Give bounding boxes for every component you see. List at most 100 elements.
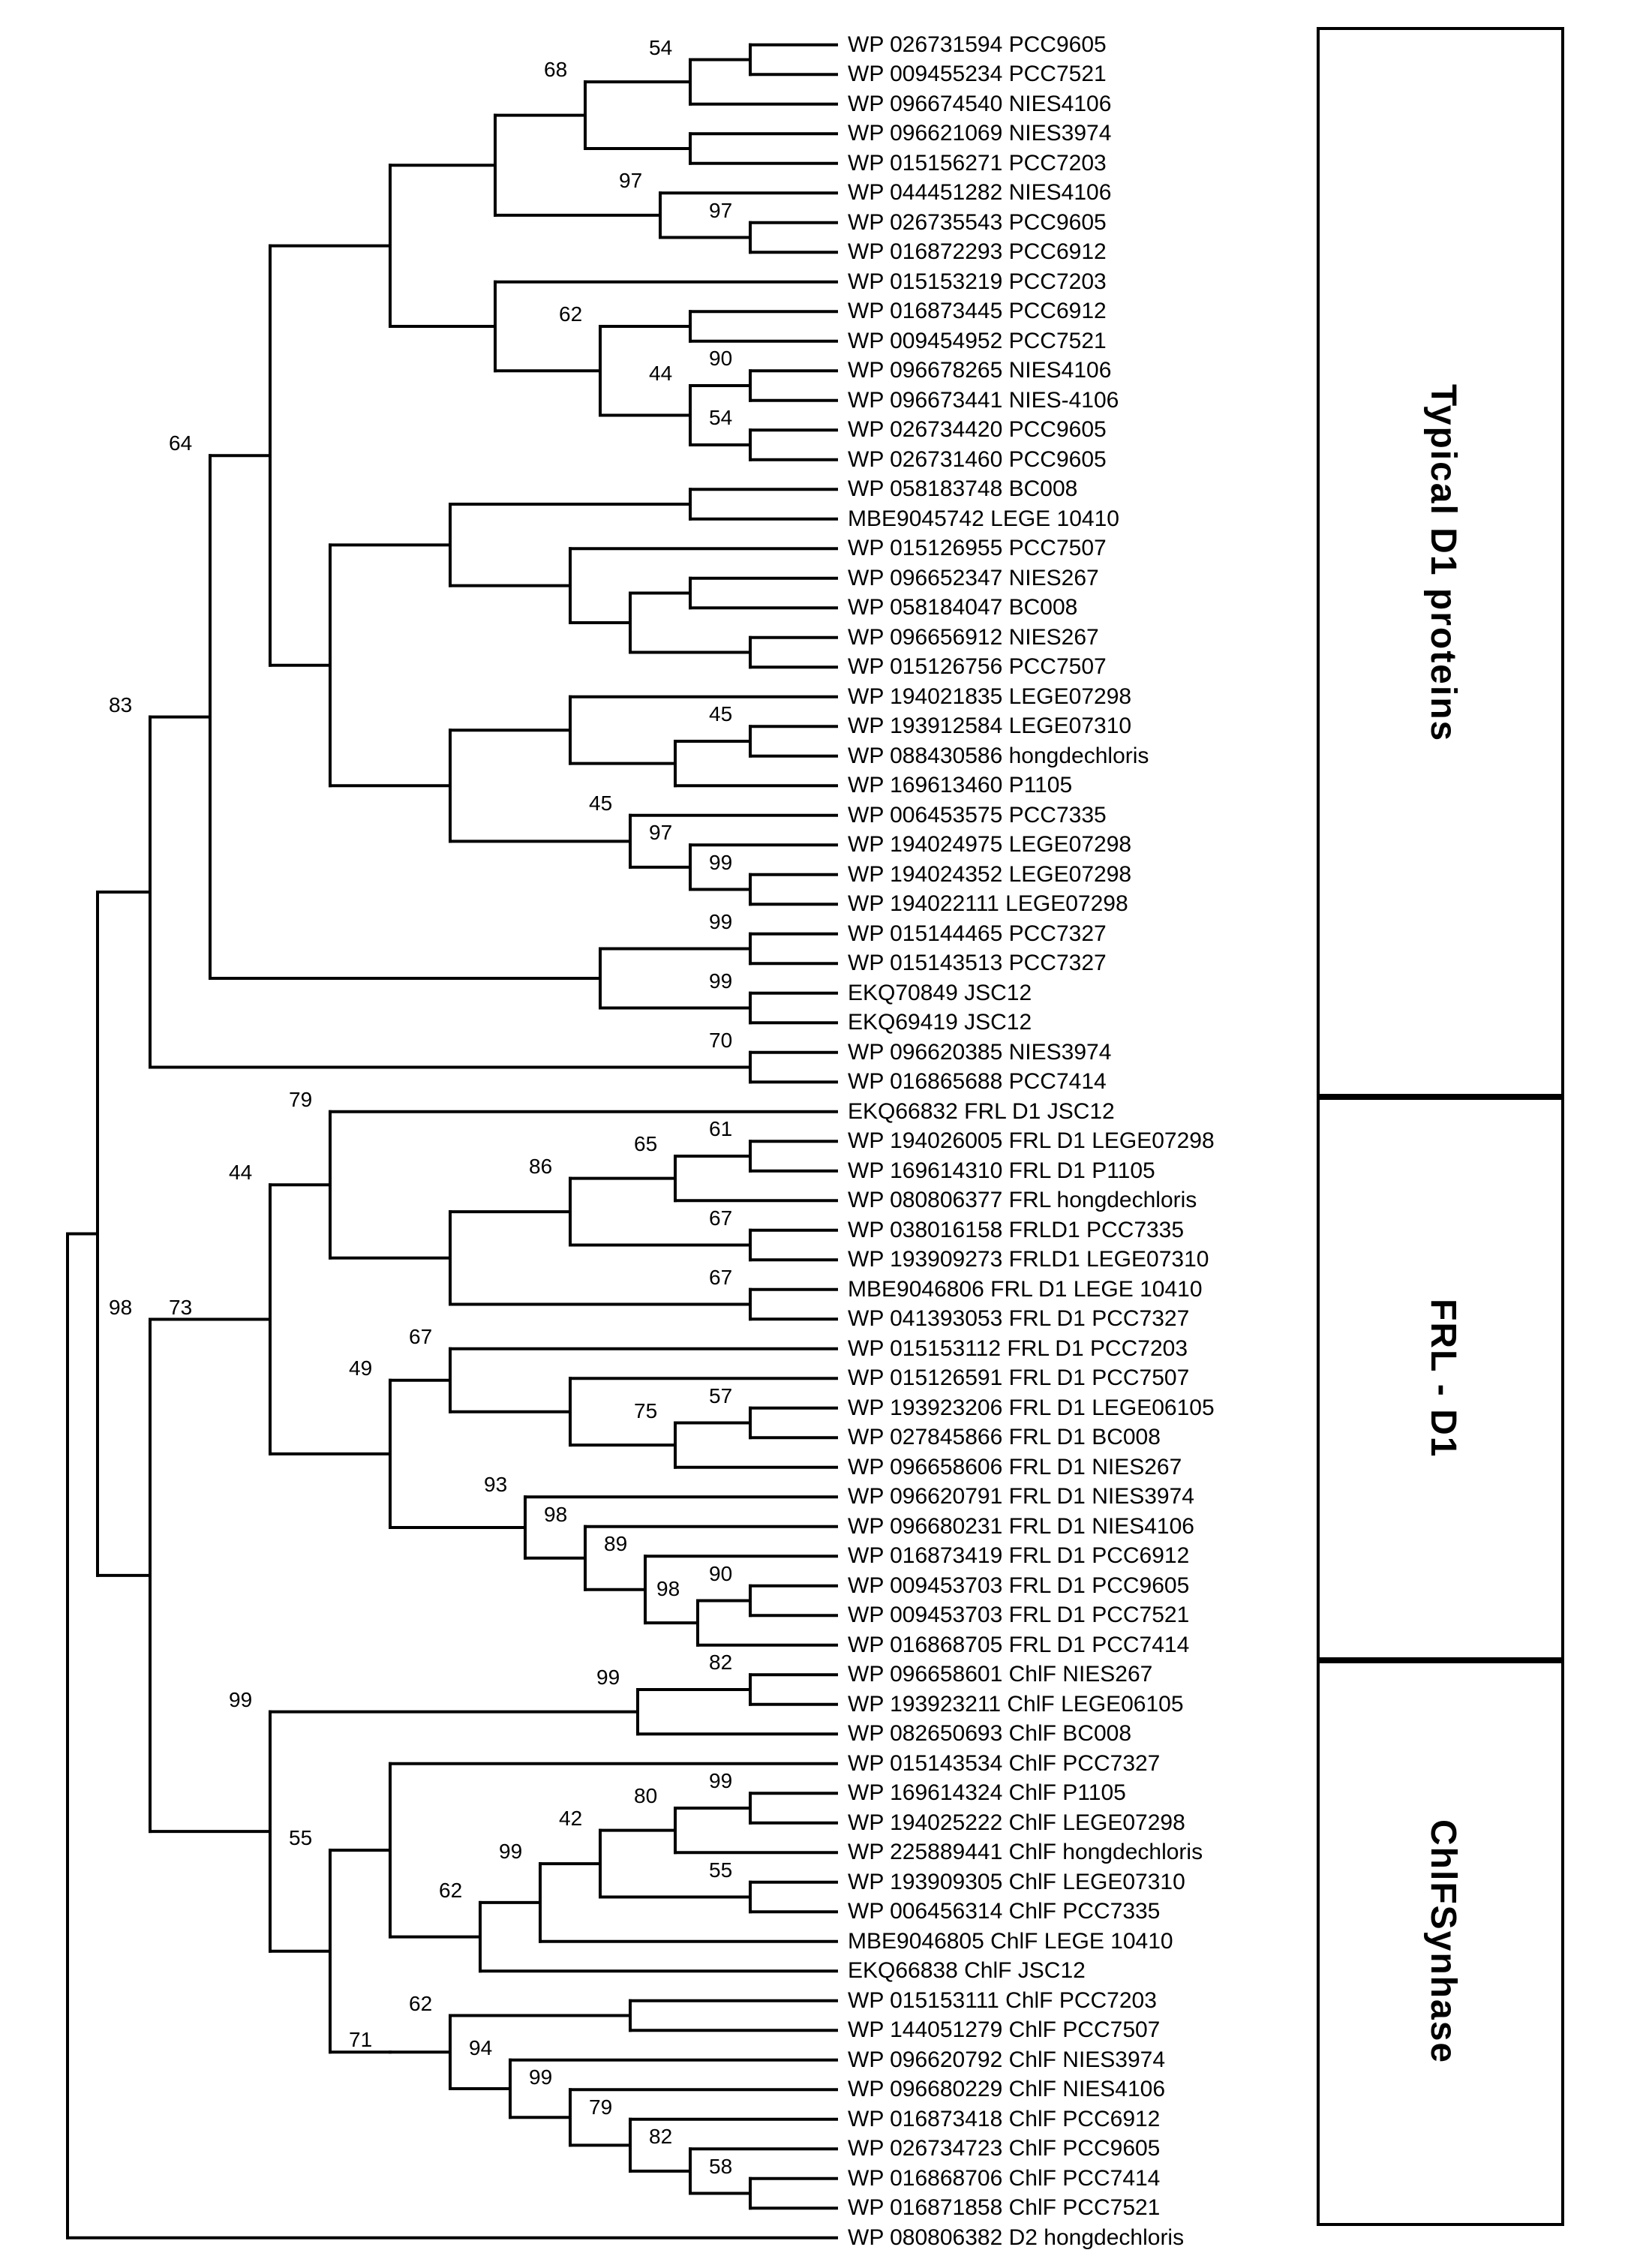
bootstrap-value: 54	[709, 407, 732, 428]
leaf-label: WP 194025222 ChlF LEGE07298	[848, 1812, 1185, 1834]
leaf-label: WP 026731460 PCC9605	[848, 449, 1107, 471]
leaf-label: WP 006456314 ChlF PCC7335	[848, 1900, 1160, 1923]
bootstrap-value: 45	[709, 704, 732, 725]
group-label: Typical D1 proteins	[1422, 42, 1464, 1085]
leaf-label: WP 015126756 PCC7507	[848, 656, 1107, 678]
leaf-label: WP 026735543 PCC9605	[848, 212, 1107, 234]
bootstrap-value: 42	[559, 1808, 582, 1829]
leaf-label: WP 096652347 NIES267	[848, 567, 1099, 590]
leaf-label: WP 015144465 PCC7327	[848, 923, 1107, 945]
leaf-label: WP 015143513 PCC7327	[848, 952, 1107, 975]
leaf-label: WP 096674540 NIES4106	[848, 93, 1111, 116]
bootstrap-value: 61	[709, 1119, 732, 1140]
bootstrap-value: 67	[709, 1208, 732, 1229]
leaf-label: WP 193909305 ChlF LEGE07310	[848, 1871, 1185, 1894]
leaf-label: WP 038016158 FRLD1 PCC7335	[848, 1219, 1184, 1242]
leaf-label: WP 096620385 NIES3974	[848, 1041, 1111, 1064]
leaf-label: MBE9046806 FRL D1 LEGE 10410	[848, 1278, 1203, 1301]
leaf-label: WP 009453703 FRL D1 PCC7521	[848, 1604, 1189, 1627]
bootstrap-value: 67	[709, 1267, 732, 1288]
leaf-label: WP 194024975 LEGE07298	[848, 834, 1131, 856]
leaf-label: WP 096621069 NIES3974	[848, 122, 1111, 145]
bootstrap-value: 55	[709, 1860, 732, 1881]
bootstrap-value: 99	[709, 971, 732, 992]
leaf-label: WP 193909273 FRLD1 LEGE07310	[848, 1248, 1209, 1271]
bootstrap-value: 97	[709, 200, 732, 221]
leaf-label: WP 009453703 FRL D1 PCC9605	[848, 1575, 1189, 1597]
leaf-label: WP 082650693 ChlF BC008	[848, 1723, 1131, 1745]
bootstrap-value: 82	[649, 2126, 672, 2147]
bootstrap-value: 80	[634, 1786, 657, 1807]
leaf-label: EKQ69419 JSC12	[848, 1011, 1032, 1034]
bootstrap-value: 98	[656, 1579, 680, 1600]
leaf-label: WP 194021835 LEGE07298	[848, 686, 1131, 708]
bootstrap-value: 98	[544, 1504, 567, 1525]
bootstrap-value: 89	[604, 1534, 627, 1555]
leaf-label: WP 015153111 ChlF PCC7203	[848, 1990, 1157, 2012]
bootstrap-value: 79	[289, 1089, 312, 1110]
bootstrap-value: 62	[409, 1993, 432, 2014]
labels-layer: WP 026731594 PCC9605WP 009455234 PCC7521…	[0, 0, 1649, 2268]
bootstrap-value: 68	[544, 59, 567, 80]
leaf-label: WP 044451282 NIES4106	[848, 182, 1111, 204]
bootstrap-value: 94	[469, 2038, 492, 2059]
leaf-label: WP 096658601 ChlF NIES267	[848, 1663, 1152, 1686]
leaf-label: WP 016865688 PCC7414	[848, 1071, 1107, 1093]
leaf-label: WP 096620791 FRL D1 NIES3974	[848, 1485, 1194, 1508]
bootstrap-value: 99	[229, 1690, 252, 1711]
leaf-label: WP 193923211 ChlF LEGE06105	[848, 1693, 1184, 1716]
bootstrap-value: 99	[709, 852, 732, 873]
bootstrap-value: 70	[709, 1030, 732, 1051]
leaf-label: WP 016872293 PCC6912	[848, 241, 1107, 263]
leaf-label: WP 096673441 NIES-4106	[848, 389, 1119, 412]
leaf-label: WP 169614310 FRL D1 P1105	[848, 1160, 1155, 1182]
leaf-label: MBE9046805 ChlF LEGE 10410	[848, 1930, 1173, 1953]
leaf-label: WP 080806377 FRL hongdechloris	[848, 1189, 1197, 1212]
bootstrap-value: 45	[589, 793, 612, 814]
leaf-label: WP 194024352 LEGE07298	[848, 864, 1131, 886]
bootstrap-value: 86	[529, 1156, 552, 1177]
leaf-label: WP 193923206 FRL D1 LEGE06105	[848, 1397, 1215, 1419]
bootstrap-value: 90	[709, 348, 732, 369]
leaf-label: WP 096658606 FRL D1 NIES267	[848, 1456, 1182, 1479]
leaf-label: WP 193912584 LEGE07310	[848, 715, 1131, 737]
leaf-label: WP 015126955 PCC7507	[848, 537, 1107, 560]
bootstrap-value: 98	[109, 1297, 132, 1318]
leaf-label: EKQ66832 FRL D1 JSC12	[848, 1101, 1115, 1123]
bootstrap-value: 54	[649, 38, 672, 59]
leaf-label: WP 015153219 PCC7203	[848, 271, 1107, 293]
bootstrap-value: 83	[109, 695, 132, 716]
bootstrap-value: 93	[484, 1474, 507, 1495]
bootstrap-value: 44	[229, 1162, 252, 1183]
group-label: ChlFSynhase	[1422, 1672, 1464, 2212]
bootstrap-value: 82	[709, 1652, 732, 1673]
leaf-label: WP 015126591 FRL D1 PCC7507	[848, 1367, 1189, 1389]
leaf-label: WP 016873445 PCC6912	[848, 300, 1107, 323]
leaf-label: WP 169614324 ChlF P1105	[848, 1782, 1126, 1804]
bootstrap-value: 99	[709, 912, 732, 933]
bootstrap-value: 55	[289, 1828, 312, 1849]
leaf-label: WP 058184047 BC008	[848, 596, 1077, 619]
leaf-label: WP 080806382 D2 hongdechloris	[848, 2227, 1184, 2249]
phylogenetic-tree-figure: WP 026731594 PCC9605WP 009455234 PCC7521…	[0, 0, 1649, 2268]
bootstrap-value: 99	[596, 1667, 620, 1688]
leaf-label: WP 016868705 FRL D1 PCC7414	[848, 1634, 1189, 1657]
bootstrap-value: 99	[529, 2067, 552, 2088]
leaf-label: EKQ70849 JSC12	[848, 982, 1032, 1005]
bootstrap-value: 97	[619, 170, 642, 191]
leaf-label: EKQ66838 ChlF JSC12	[848, 1960, 1086, 1982]
leaf-label: WP 015143534 ChlF PCC7327	[848, 1753, 1160, 1775]
group-label: FRL - D1	[1422, 1109, 1464, 1648]
bootstrap-value: 90	[709, 1564, 732, 1585]
leaf-label: WP 026734723 ChlF PCC9605	[848, 2137, 1160, 2160]
bootstrap-value: 64	[169, 433, 192, 454]
bootstrap-value: 49	[349, 1358, 372, 1379]
bootstrap-value: 99	[499, 1841, 522, 1862]
leaf-label: WP 194026005 FRL D1 LEGE07298	[848, 1130, 1215, 1152]
bootstrap-value: 67	[409, 1326, 432, 1347]
leaf-label: WP 015153112 FRL D1 PCC7203	[848, 1338, 1188, 1360]
leaf-label: WP 225889441 ChlF hongdechloris	[848, 1841, 1203, 1864]
leaf-label: WP 096680229 ChlF NIES4106	[848, 2078, 1165, 2101]
leaf-label: WP 096678265 NIES4106	[848, 359, 1111, 382]
leaf-label: WP 016873418 ChlF PCC6912	[848, 2108, 1160, 2131]
